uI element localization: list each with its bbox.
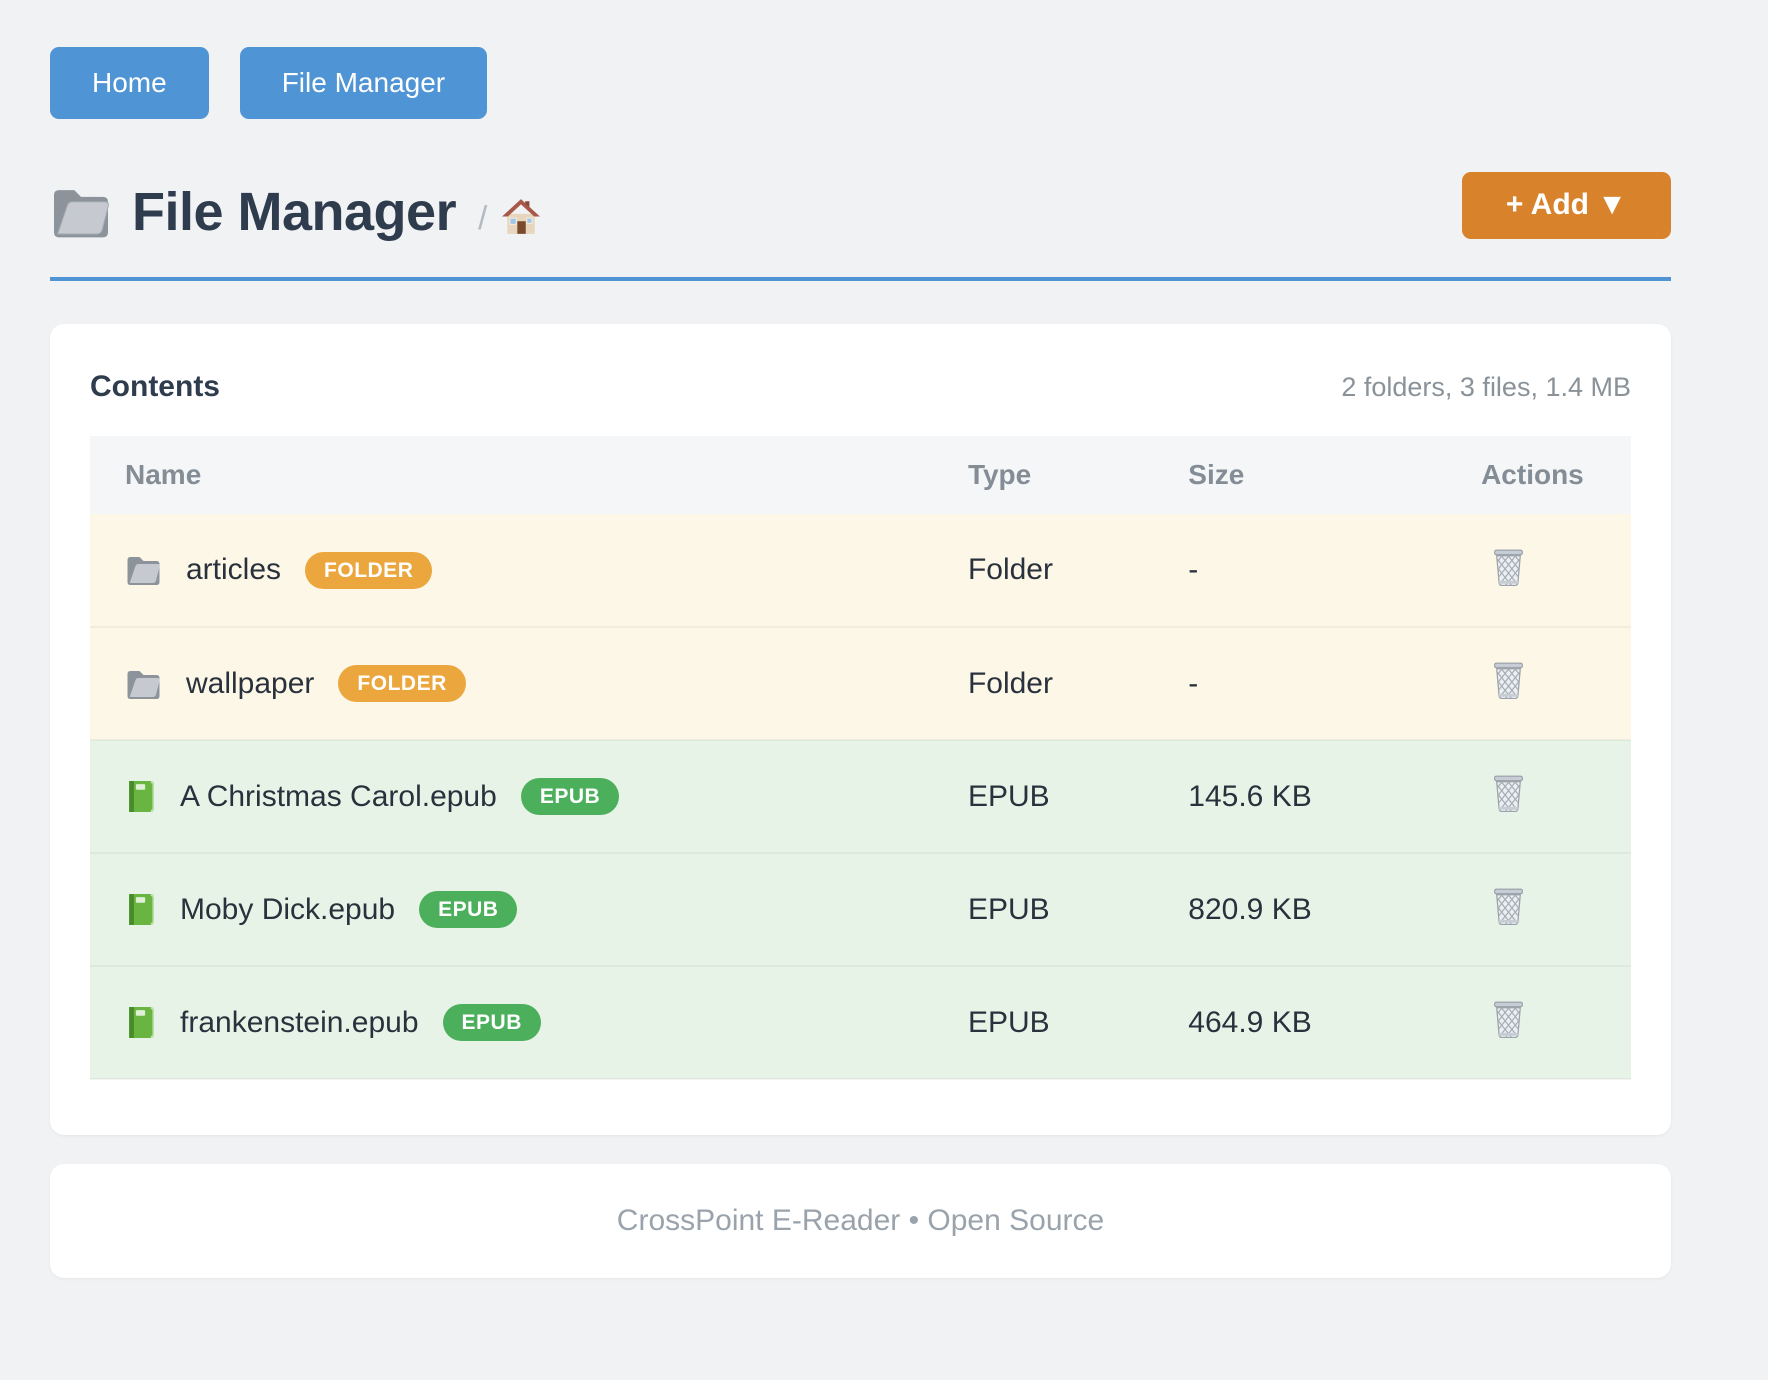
item-size: 464.9 KB	[1188, 1005, 1312, 1039]
table-row: articles FOLDER Folder -	[90, 514, 1631, 627]
file-table: Name Type Size Actions	[90, 436, 1631, 1080]
item-size: -	[1188, 666, 1199, 700]
book-icon	[125, 892, 156, 927]
folder-icon	[50, 185, 112, 239]
delete-button[interactable]	[1487, 884, 1530, 932]
nav-file-manager-button[interactable]: File Manager	[239, 47, 488, 119]
item-size: -	[1188, 553, 1199, 586]
table-row: wallpaper FOLDER Folder -	[90, 627, 1631, 740]
epub-badge: EPUB	[520, 778, 620, 815]
folder-icon	[125, 554, 162, 586]
breadcrumb-separator: /	[478, 199, 488, 236]
column-header-name: Name	[90, 436, 933, 514]
table-row: A Christmas Carol.epub EPUB EPUB 145.6 K…	[90, 740, 1631, 853]
epub-badge: EPUB	[442, 1004, 541, 1041]
top-nav: Home File Manager	[50, 47, 1671, 119]
house-icon[interactable]	[501, 198, 541, 236]
contents-heading: Contents	[90, 370, 220, 403]
add-button[interactable]: + Add ▼	[1461, 171, 1671, 239]
item-name[interactable]: A Christmas Carol.epub	[180, 779, 497, 813]
page-title: File Manager	[132, 182, 457, 242]
delete-button[interactable]	[1487, 997, 1530, 1045]
trash-icon	[1491, 773, 1526, 817]
item-type: EPUB	[967, 1005, 1050, 1039]
contents-card: Contents 2 folders, 3 files, 1.4 MB Name…	[50, 324, 1671, 1135]
item-name[interactable]: frankenstein.epub	[180, 1005, 419, 1039]
table-row: frankenstein.epub EPUB EPUB 464.9 KB	[90, 966, 1631, 1079]
delete-button[interactable]	[1487, 771, 1530, 819]
item-name[interactable]: Moby Dick.epub	[180, 892, 396, 926]
book-icon	[125, 1005, 156, 1040]
table-row: Moby Dick.epub EPUB EPUB 820.9 KB	[90, 853, 1631, 966]
folder-badge: FOLDER	[338, 665, 466, 702]
book-icon	[125, 779, 156, 814]
title-group: File Manager /	[50, 181, 541, 243]
contents-summary: 2 folders, 3 files, 1.4 MB	[1341, 372, 1631, 402]
item-type: Folder	[967, 666, 1053, 700]
trash-icon	[1491, 886, 1526, 930]
item-name[interactable]: wallpaper	[186, 666, 315, 700]
file-manager-page: Home File Manager File Manager /	[50, 47, 1671, 1278]
column-header-actions: Actions	[1446, 436, 1631, 514]
card-header: Contents 2 folders, 3 files, 1.4 MB	[90, 370, 1631, 404]
footer: CrossPoint E-Reader • Open Source	[50, 1164, 1671, 1278]
folder-badge: FOLDER	[305, 551, 433, 589]
column-header-type: Type	[932, 436, 1154, 514]
item-type: EPUB	[967, 779, 1050, 813]
delete-button[interactable]	[1487, 658, 1530, 706]
trash-icon	[1491, 660, 1526, 704]
folder-icon	[125, 668, 162, 700]
item-size: 145.6 KB	[1188, 779, 1312, 813]
item-type: EPUB	[967, 892, 1050, 926]
trash-icon	[1491, 999, 1526, 1043]
table-header-row: Name Type Size Actions	[90, 436, 1631, 514]
item-name[interactable]: articles	[186, 553, 282, 586]
item-type: Folder	[967, 553, 1053, 586]
epub-badge: EPUB	[419, 891, 518, 928]
column-header-size: Size	[1153, 436, 1447, 514]
item-size: 820.9 KB	[1188, 892, 1312, 926]
trash-icon	[1491, 547, 1526, 591]
title-underline	[50, 277, 1671, 281]
footer-text: CrossPoint E-Reader • Open Source	[616, 1204, 1105, 1237]
delete-button[interactable]	[1487, 545, 1530, 593]
title-row: File Manager / + Add ▼	[50, 171, 1671, 243]
nav-home-button[interactable]: Home	[50, 47, 209, 119]
